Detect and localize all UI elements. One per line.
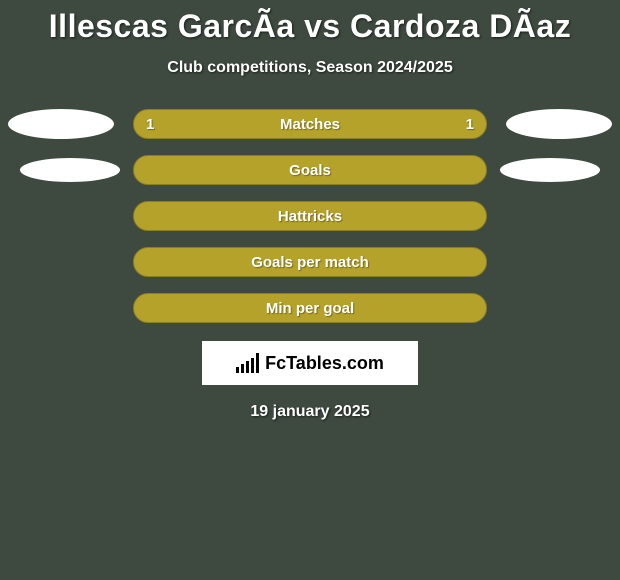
stat-label: Matches [134, 116, 486, 133]
comparison-card: Illescas GarcÃ­a vs Cardoza DÃ­az Club c… [0, 0, 620, 580]
stat-row: Hattricks [0, 201, 620, 231]
stat-row: Goals [0, 155, 620, 185]
stat-right-value: 1 [466, 116, 474, 133]
stat-row: Matches1 1 [0, 109, 620, 139]
right-ellipse [506, 109, 612, 139]
stat-bar: Matches1 1 [133, 109, 487, 139]
left-ellipse [20, 158, 120, 182]
stat-label: Goals [134, 162, 486, 179]
stat-bar: Goals per match [133, 247, 487, 277]
stat-label: Hattricks [134, 208, 486, 225]
page-title: Illescas GarcÃ­a vs Cardoza DÃ­az [0, 0, 620, 45]
stat-label: Goals per match [134, 254, 486, 271]
stat-row: Min per goal [0, 293, 620, 323]
stat-bar: Min per goal [133, 293, 487, 323]
stat-label: Min per goal [134, 300, 486, 317]
stat-row: Goals per match [0, 247, 620, 277]
source-logo: FcTables.com [202, 341, 418, 385]
logo-bars-icon [236, 353, 259, 373]
logo-text: FcTables.com [265, 353, 384, 374]
left-ellipse [8, 109, 114, 139]
stat-bar: Goals [133, 155, 487, 185]
stat-bar: Hattricks [133, 201, 487, 231]
date-label: 19 january 2025 [0, 403, 620, 421]
stat-left-value: 1 [146, 116, 154, 133]
stat-rows: Matches1 1 Goals Hattricks Goals per match Mi… [0, 109, 620, 323]
right-ellipse [500, 158, 600, 182]
page-subtitle: Club competitions, Season 2024/2025 [0, 59, 620, 77]
